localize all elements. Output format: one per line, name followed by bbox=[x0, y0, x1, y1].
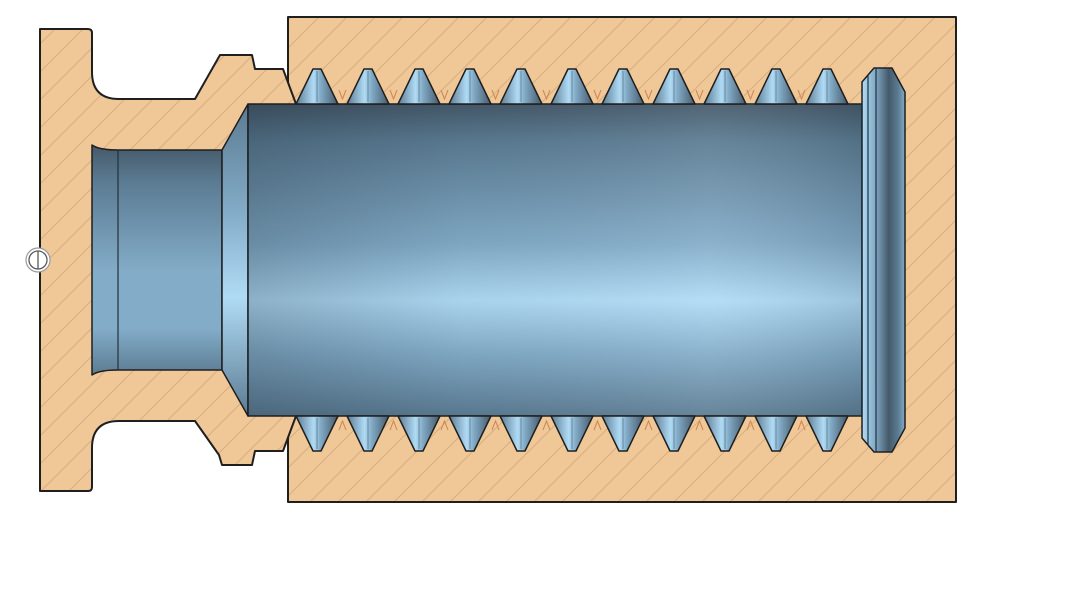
mating-thread-tip bbox=[338, 419, 347, 431]
mating-thread-tip bbox=[338, 89, 347, 101]
thread-tooth-bottom[interactable] bbox=[295, 415, 339, 452]
thread-tooth-top[interactable] bbox=[295, 68, 339, 105]
mating-thread-tip bbox=[746, 419, 755, 431]
threaded-insert[interactable] bbox=[247, 67, 906, 453]
thread-tooth-bottom[interactable] bbox=[652, 415, 696, 452]
thread-tooth-top[interactable] bbox=[550, 68, 594, 105]
mating-thread-tip bbox=[746, 89, 755, 101]
fitting-bore[interactable] bbox=[91, 103, 249, 417]
thread-tooth-top[interactable] bbox=[346, 68, 390, 105]
mating-thread-tip bbox=[644, 419, 653, 431]
mating-thread-tip bbox=[797, 89, 806, 101]
insert-cylinder-surface[interactable] bbox=[247, 103, 863, 417]
mating-thread-tip bbox=[695, 89, 704, 101]
thread-tooth-bottom[interactable] bbox=[601, 415, 645, 452]
thread-tooth-top[interactable] bbox=[448, 68, 492, 105]
thread-tooth-top[interactable] bbox=[499, 68, 543, 105]
mating-thread-tip bbox=[389, 89, 398, 101]
thread-tooth-bottom[interactable] bbox=[499, 415, 543, 452]
thread-tooth-bottom[interactable] bbox=[754, 415, 798, 452]
thread-tooth-bottom[interactable] bbox=[703, 415, 747, 452]
thread-row-bottom[interactable] bbox=[295, 415, 849, 452]
thread-tooth-top[interactable] bbox=[703, 68, 747, 105]
bore-surface[interactable] bbox=[91, 144, 223, 376]
mating-thread-tip bbox=[593, 89, 602, 101]
mating-thread-tip bbox=[695, 419, 704, 431]
mating-thread-tip bbox=[542, 419, 551, 431]
mating-thread-tip bbox=[440, 419, 449, 431]
thread-tooth-bottom[interactable] bbox=[397, 415, 441, 452]
thread-tooth-top[interactable] bbox=[754, 68, 798, 105]
insert-flange[interactable] bbox=[861, 67, 906, 453]
thread-tooth-top[interactable] bbox=[397, 68, 441, 105]
mating-thread-tip bbox=[542, 89, 551, 101]
mating-thread-tip bbox=[644, 89, 653, 101]
mating-thread-tip bbox=[491, 89, 500, 101]
thread-tooth-bottom[interactable] bbox=[805, 415, 849, 452]
thread-tooth-top[interactable] bbox=[601, 68, 645, 105]
thread-tooth-top[interactable] bbox=[805, 68, 849, 105]
thread-tooth-top[interactable] bbox=[652, 68, 696, 105]
thread-row-top[interactable] bbox=[295, 68, 849, 105]
thread-tooth-bottom[interactable] bbox=[448, 415, 492, 452]
mating-thread-tip bbox=[797, 419, 806, 431]
mating-thread-tip bbox=[491, 419, 500, 431]
mating-thread-tip bbox=[593, 419, 602, 431]
mating-thread-tip bbox=[389, 419, 398, 431]
thread-tooth-bottom[interactable] bbox=[346, 415, 390, 452]
mating-thread-tip bbox=[440, 89, 449, 101]
section-origin-marker-icon[interactable] bbox=[25, 247, 51, 273]
thread-tooth-bottom[interactable] bbox=[550, 415, 594, 452]
bore-cone-surface[interactable] bbox=[221, 103, 249, 417]
